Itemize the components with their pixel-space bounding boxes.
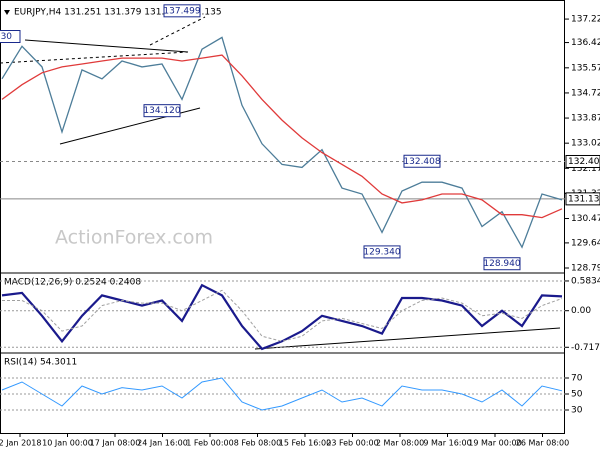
level-label: 132.400 [568, 157, 600, 167]
watermark: ActionForex.com [55, 227, 213, 249]
frame [0, 0, 565, 434]
annotation-label: 128.940 [483, 259, 520, 269]
x-tick-label: 2 Mar 08:00 [376, 439, 424, 448]
trendline [254, 327, 561, 350]
annotation-box [363, 245, 401, 259]
menu-icon[interactable] [4, 10, 10, 15]
y-tick-label: 133.870 [571, 114, 600, 124]
series-line [1, 54, 563, 219]
panel-title: MACD(12,26,9) 0.2524 0.2408 [4, 278, 141, 288]
y-tick-label: 136.425 [571, 38, 600, 48]
level-box [565, 192, 600, 206]
x-tick-label: 24 Jan 16:00 [137, 439, 188, 448]
y-tick-label: 70 [571, 374, 583, 384]
level-box [565, 154, 600, 168]
y-tick-label: 135.570 [571, 63, 600, 73]
annotation-label: 129.340 [363, 247, 400, 257]
annotation-label: 134.120 [143, 106, 180, 116]
x-tick-label: 10 Jan 00:00 [42, 439, 93, 448]
x-tick-label: 19 Mar 00:00 [468, 439, 521, 448]
y-tick-label: 134.720 [571, 88, 600, 98]
series-line [1, 283, 563, 351]
annotation-box [403, 154, 441, 168]
trendline [149, 16, 206, 46]
y-tick-label: 133.020 [571, 139, 600, 149]
annotation-box [143, 104, 181, 118]
x-tick-label: 2 Jan 2018 [0, 439, 41, 448]
level-label: 131.135 [568, 194, 600, 204]
x-tick-label: 1 Feb 00:00 [186, 439, 233, 448]
series-line [2, 289, 563, 342]
x-tick-label: 17 Jan 08:00 [90, 439, 141, 448]
trendline [0, 51, 189, 64]
series-line [1, 36, 563, 249]
y-tick-label: 129.645 [571, 238, 600, 248]
annotation-label: .630 [0, 32, 12, 42]
y-tick-label: 0.5834 [571, 276, 600, 286]
y-tick-label: 0.00 [571, 306, 591, 316]
annotation-label: 137.499 [163, 6, 200, 16]
x-tick-label: 15 Feb 16:00 [279, 439, 331, 448]
trendline [24, 39, 189, 53]
y-tick-label: 132.170 [571, 164, 600, 174]
y-tick-label: 50 [571, 390, 583, 400]
x-tick-label: 9 Mar 16:00 [423, 439, 471, 448]
y-tick-label: 137.220 [571, 15, 600, 25]
annotation-label: 132.408 [403, 157, 440, 167]
series-line [1, 377, 563, 411]
y-tick-label: 30 [571, 406, 583, 416]
y-tick-label: 130.470 [571, 214, 600, 224]
x-tick-label: 23 Feb 00:00 [326, 439, 378, 448]
x-tick-label: 8 Feb 08:00 [234, 439, 281, 448]
annotation-box [0, 30, 21, 44]
annotation-box [483, 257, 521, 271]
panel-title: RSI(14) 54.3011 [4, 358, 77, 368]
y-tick-label: -0.7174 [571, 343, 600, 353]
y-tick-label: 128.795 [571, 264, 600, 274]
annotation-box [163, 4, 201, 18]
panel-title: EURJPY,H4 131.251 131.379 131.111 131.13… [14, 8, 222, 18]
x-tick-label: 26 Mar 08:00 [516, 439, 569, 448]
